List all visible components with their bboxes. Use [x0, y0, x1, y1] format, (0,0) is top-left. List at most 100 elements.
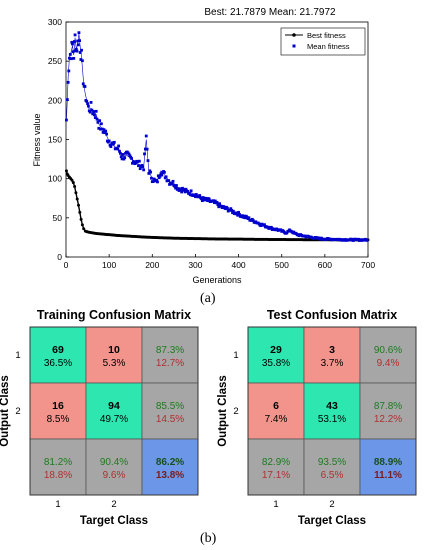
- mean-fitness-point: [247, 216, 251, 220]
- mean-fitness-point: [269, 225, 273, 229]
- mean-fitness-point: [131, 161, 134, 165]
- mean-fitness-point: [103, 131, 107, 135]
- best-fitness-point: [74, 191, 78, 195]
- mean-fitness-point: [121, 153, 125, 156]
- mean-fitness-point: [188, 193, 192, 197]
- cm-cell-count: 29: [270, 344, 282, 356]
- cm-cell-count: 3: [329, 344, 335, 356]
- series-layer: [64, 31, 370, 242]
- cm-cell-summary: [359, 382, 417, 440]
- mean-fitness-point: [230, 208, 234, 212]
- mean-fitness-point: [187, 191, 191, 195]
- mean-fitness-point: [80, 48, 83, 52]
- cm-y-tick: 2: [15, 406, 20, 417]
- cm-cell-percent: 3.7%: [321, 358, 344, 369]
- mean-fitness-point: [144, 134, 148, 138]
- mean-fitness-point: [73, 40, 76, 43]
- cm-y-tick: 1: [233, 350, 238, 361]
- mean-fitness-point: [71, 50, 75, 54]
- cm-summary-top: 88.9%: [374, 457, 402, 468]
- mean-fitness-point: [168, 183, 171, 186]
- cm-summary-bottom: 11.1%: [374, 470, 402, 481]
- cm-cell-count: 6: [273, 400, 279, 412]
- mean-fitness-point: [72, 56, 76, 60]
- mean-fitness-point: [109, 145, 113, 148]
- legend-label-best: Best fitness: [307, 31, 346, 40]
- cm-summary-bottom: 6.5%: [321, 470, 344, 481]
- mean-fitness-point: [136, 160, 140, 163]
- mean-fitness-point: [77, 31, 81, 35]
- mean-fitness-point: [92, 110, 96, 113]
- mean-fitness-point: [170, 182, 174, 186]
- mean-fitness-point: [222, 205, 226, 209]
- cm-summary-bottom: 9.6%: [103, 470, 126, 481]
- mean-fitness-point: [99, 122, 103, 126]
- mean-fitness-point: [238, 212, 241, 216]
- mean-fitness-point: [99, 127, 102, 131]
- mean-fitness-point: [142, 168, 146, 172]
- mean-fitness-point: [215, 200, 219, 204]
- mean-fitness-point: [68, 53, 72, 56]
- y-tick-label: 200: [48, 95, 62, 105]
- mean-fitness-point: [137, 164, 140, 168]
- mean-fitness-point: [251, 219, 255, 223]
- mean-fitness-point: [194, 193, 198, 196]
- mean-fitness-point: [198, 194, 202, 197]
- mean-fitness-point: [193, 193, 196, 197]
- mean-fitness-point: [259, 224, 263, 227]
- cm-summary-bottom: 18.8%: [44, 470, 72, 481]
- legend: Best fitness Mean fitness: [280, 27, 366, 56]
- mean-fitness-point: [181, 186, 184, 190]
- cm-cell-percent: 35.8%: [262, 358, 290, 369]
- cm-cell-count: 10: [108, 344, 120, 356]
- mean-fitness-point: [183, 190, 187, 194]
- mean-fitness-point: [228, 208, 232, 212]
- cm-cell-percent: 7.4%: [265, 414, 288, 425]
- cm-cell-overall: [141, 438, 199, 496]
- mean-fitness-point: [132, 160, 136, 164]
- mean-fitness-point: [97, 126, 101, 130]
- mean-fitness-point: [80, 59, 84, 63]
- y-ticks: 0 50 100 150 200 250 300: [48, 17, 69, 262]
- mean-fitness-point: [123, 156, 127, 160]
- mean-fitness-point: [81, 82, 85, 86]
- y-tick-label: 300: [48, 17, 62, 27]
- cm-cell-error: [29, 382, 87, 440]
- legend-label-mean: Mean fitness: [307, 42, 350, 51]
- mean-fitness-point: [147, 172, 151, 175]
- mean-fitness-point: [140, 163, 144, 167]
- best-fitness-point: [82, 227, 86, 231]
- mean-fitness-point: [200, 197, 203, 201]
- mean-fitness-point: [179, 188, 183, 191]
- mean-fitness-point: [150, 176, 153, 180]
- mean-fitness-point: [162, 170, 166, 174]
- mean-fitness-point: [70, 40, 74, 44]
- mean-fitness-point: [104, 129, 108, 133]
- best-fitness-point: [75, 197, 79, 201]
- mean-fitness-point: [120, 157, 124, 161]
- mean-fitness-point: [65, 98, 69, 101]
- mean-fitness-point: [75, 49, 79, 53]
- x-axis-label: Generations: [192, 275, 242, 285]
- mean-fitness-point: [171, 179, 175, 183]
- mean-fitness-point: [112, 142, 115, 146]
- mean-fitness-point: [263, 223, 266, 227]
- mean-fitness-point: [164, 175, 168, 179]
- mean-fitness-point: [203, 198, 207, 202]
- cm-cell-summary: [85, 438, 143, 496]
- mean-fitness-point: [176, 187, 180, 190]
- mean-fitness-point: [130, 157, 133, 160]
- mean-fitness-point: [137, 159, 141, 163]
- fitness-chart: Best: 21.7879 Mean: 21.7972 Generations …: [32, 7, 375, 285]
- mean-fitness-point: [241, 214, 245, 218]
- cm-cell-percent: 36.5%: [44, 358, 72, 369]
- mean-fitness-point: [146, 159, 150, 163]
- mean-fitness-point: [206, 199, 209, 203]
- mean-fitness-point: [71, 42, 74, 46]
- mean-fitness-point: [116, 147, 120, 151]
- mean-fitness-point: [213, 201, 216, 204]
- mean-fitness-point: [73, 33, 77, 37]
- cm-x-tick: 2: [329, 499, 334, 510]
- mean-fitness-point: [65, 118, 68, 122]
- mean-fitness-point: [138, 167, 142, 171]
